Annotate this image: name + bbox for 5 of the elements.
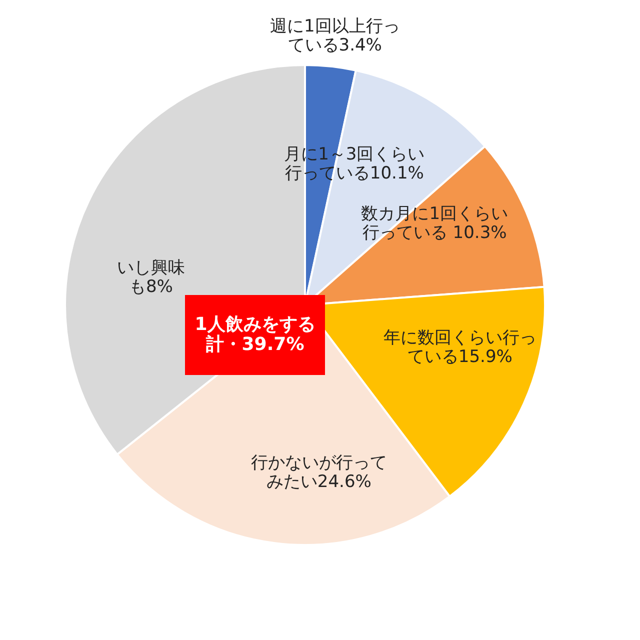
slice-label: 週に1回以上行っている3.4%	[270, 16, 400, 56]
text: 1人飲みをする計・39.7%	[194, 314, 316, 355]
slice-label: 行かないが行ってみたい24.6%	[250, 452, 387, 492]
slice-label: いし興味も8%	[116, 258, 185, 298]
slice-label: 年に数回くらい行っている15.9%	[383, 328, 536, 368]
